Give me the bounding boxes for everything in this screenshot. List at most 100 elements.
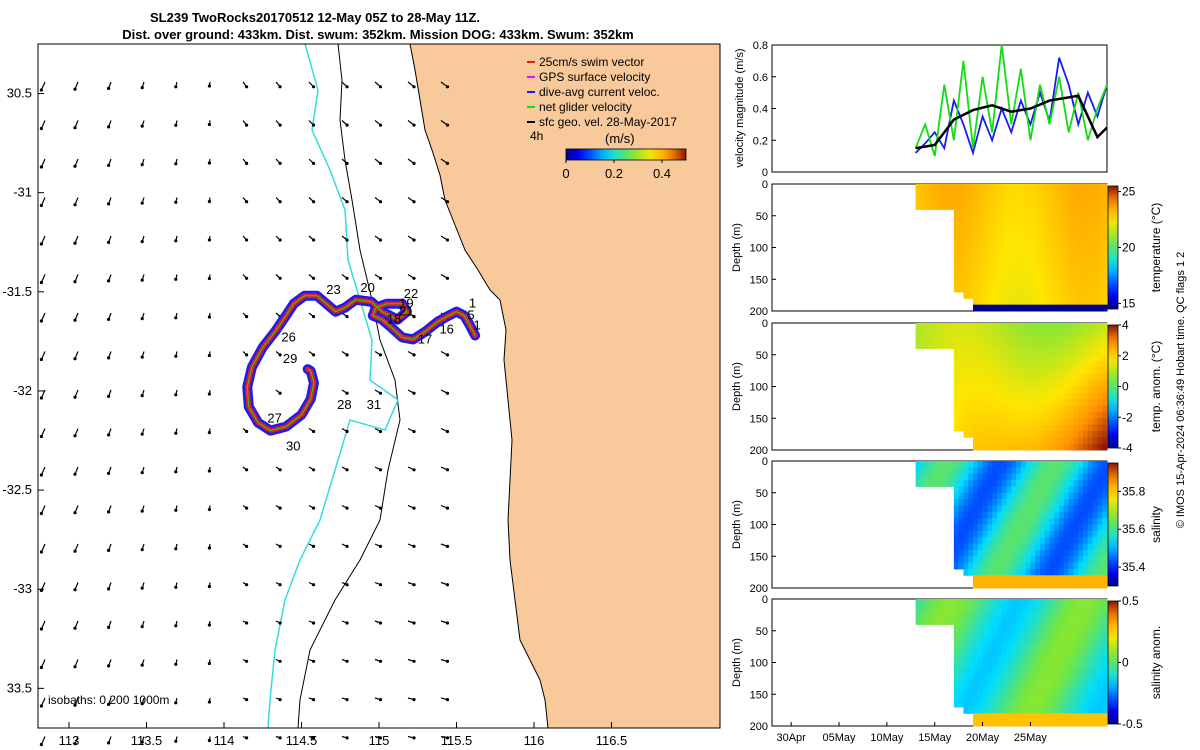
- vector-head: [311, 315, 316, 319]
- section-cell: [1068, 556, 1074, 564]
- surface-velocity-vectors: [39, 81, 450, 747]
- section-cell: [987, 405, 993, 413]
- section-cell: [1097, 543, 1103, 551]
- section-cell: [1011, 184, 1017, 191]
- section-cell: [958, 499, 964, 506]
- section-cell: [1068, 694, 1074, 702]
- section-cell: [1011, 329, 1017, 337]
- section-cell: [1083, 380, 1089, 387]
- section-cell: [973, 581, 979, 589]
- vector-head: [107, 125, 111, 129]
- section-cell: [987, 562, 993, 570]
- section-cell: [1040, 556, 1046, 564]
- section-cell: [1044, 719, 1051, 727]
- section-cell: [1054, 222, 1060, 229]
- section-cell: [915, 184, 921, 191]
- section-cell: [953, 260, 960, 268]
- section-cell: [1068, 681, 1074, 689]
- section-cell: [1063, 562, 1070, 570]
- section-cell: [1030, 222, 1036, 229]
- section-cell: [929, 473, 936, 481]
- section-cell: [977, 335, 984, 343]
- section-cell: [996, 687, 1003, 695]
- section-cell: [1035, 511, 1041, 519]
- section-cell: [1016, 354, 1022, 362]
- section-cell: [1020, 656, 1027, 663]
- section-cell: [1030, 329, 1036, 337]
- section-cell: [1102, 662, 1108, 670]
- vector-head: [207, 661, 211, 666]
- section-cell: [987, 662, 993, 670]
- section-cell: [920, 190, 926, 198]
- section-cell: [1083, 630, 1089, 638]
- section-cell: [929, 329, 936, 337]
- section-cell: [1068, 266, 1074, 274]
- section-cell: [1102, 298, 1108, 306]
- section-cell: [1092, 430, 1098, 438]
- section-cell: [1030, 486, 1036, 494]
- section-cell: [973, 649, 979, 657]
- legend-item: net glider velocity: [527, 100, 632, 114]
- section-cell: [1092, 329, 1098, 337]
- section-cell: [1011, 568, 1017, 576]
- section-cell: [1044, 386, 1051, 394]
- section-cell: [1083, 562, 1089, 570]
- section-cell: [1011, 411, 1017, 419]
- section-cell: [953, 424, 960, 432]
- section-cell: [1097, 473, 1103, 481]
- section-cell: [977, 348, 984, 356]
- section-cell: [1011, 575, 1017, 583]
- section-cell: [963, 184, 969, 191]
- section-cell: [1083, 329, 1089, 337]
- vector-head: [207, 738, 211, 743]
- section-cell: [1068, 687, 1074, 695]
- section-cell: [1044, 424, 1051, 432]
- section-cell: [963, 687, 969, 695]
- section-cell: [1035, 203, 1041, 210]
- section-cell: [1087, 405, 1094, 413]
- section-cell: [968, 499, 974, 506]
- section-cell: [982, 234, 988, 242]
- section-cell: [987, 467, 993, 475]
- section-cell: [982, 700, 988, 708]
- vector-head: [73, 280, 77, 284]
- section-cell: [1092, 486, 1098, 494]
- section-cell: [963, 467, 969, 475]
- section-cell: [963, 605, 969, 613]
- section-cell: [1006, 411, 1012, 419]
- section-cell: [1068, 424, 1074, 432]
- section-cell: [987, 637, 993, 644]
- vector-head: [73, 164, 77, 168]
- section-ylabel: Depth (m): [731, 500, 743, 549]
- section-cell: [915, 611, 921, 619]
- section-cell: [1030, 473, 1036, 481]
- section-cell: [1083, 687, 1089, 695]
- section-cell: [1087, 467, 1094, 475]
- vector-head: [245, 161, 249, 165]
- section-cell: [973, 329, 979, 337]
- section-cell: [1063, 335, 1070, 343]
- section-cell: [1025, 190, 1031, 198]
- section-cell: [1097, 291, 1103, 299]
- section-cell: [1073, 342, 1079, 349]
- vector-head: [73, 395, 77, 399]
- section-cell: [1006, 568, 1012, 576]
- section-cell: [1063, 380, 1070, 387]
- section-cell: [977, 486, 984, 494]
- section-cell: [949, 480, 955, 487]
- section-cell: [1040, 190, 1046, 198]
- section-y-tick-label: 0: [762, 179, 768, 191]
- section-cell: [973, 367, 979, 375]
- section-cell: [1016, 530, 1022, 538]
- section-cell: [1030, 618, 1036, 625]
- section-cell: [1068, 209, 1074, 217]
- section-cell: [992, 266, 998, 274]
- section-cell: [1040, 656, 1046, 663]
- section-cell: [1011, 713, 1017, 721]
- section-cell: [1073, 700, 1079, 708]
- section-cell: [1083, 656, 1089, 663]
- vector-head: [412, 238, 416, 242]
- section-cell: [953, 203, 960, 210]
- section-cell: [992, 713, 998, 721]
- vector-head: [73, 549, 77, 553]
